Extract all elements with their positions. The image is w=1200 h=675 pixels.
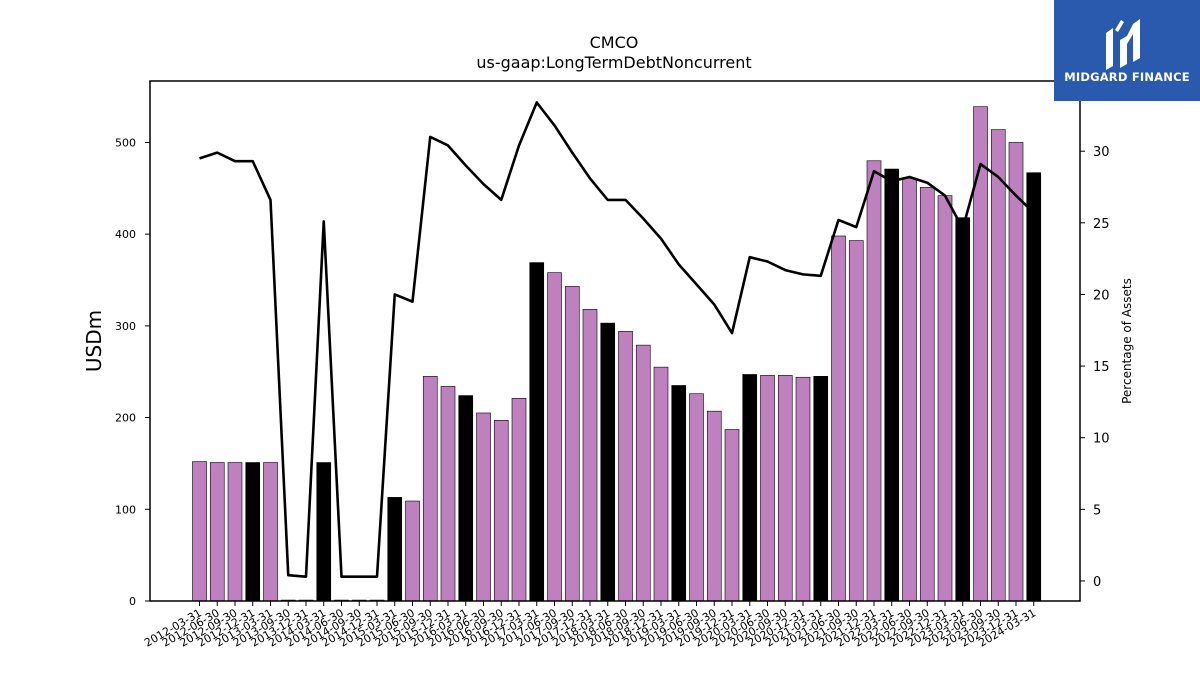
bar-2017-06-30 [564, 286, 580, 602]
bar-2018-03-31 [618, 331, 633, 602]
bar-2012-03-31 [192, 461, 207, 602]
bar-2021-09-30 [866, 160, 882, 602]
bar-2022-03-31 [902, 177, 917, 602]
y-tick-label: 0 [129, 595, 136, 608]
bar-2018-06-30 [635, 344, 651, 602]
bar-2020-03-31 [760, 375, 775, 602]
bar-2012-12-31 [245, 462, 261, 602]
bar-2019-09-30 [724, 429, 740, 602]
brand-name: MIDGARD FINANCE [1064, 70, 1190, 84]
bar-2022-06-30 [919, 187, 935, 602]
bar-2015-09-30 [440, 386, 456, 602]
bar-2017-09-30 [582, 309, 598, 602]
y2-tick-label: 5 [1093, 503, 1101, 518]
y-tick-label: 400 [115, 228, 136, 241]
bar-2020-12-31 [813, 376, 829, 602]
y2-tick-label: 0 [1093, 575, 1101, 590]
bar-2013-03-31 [263, 462, 278, 602]
y2-tick-label: 10 [1093, 432, 1110, 447]
bar-2014-12-31 [387, 497, 403, 602]
left-y-axis: 0 100 200 300 400 500 [115, 136, 150, 608]
bar-2022-12-31 [955, 217, 971, 602]
bar-2015-12-31 [458, 395, 474, 602]
bar-2019-12-31 [742, 374, 758, 602]
bar-2018-09-30 [653, 366, 669, 602]
y-axis-label: USDm [82, 310, 106, 372]
chart-title: CMCO [590, 33, 639, 52]
pct-assets-line [199, 101, 1035, 578]
y2-tick-label: 30 [1093, 145, 1110, 160]
y2-axis-label: Percentage of Assets [1120, 278, 1134, 404]
y2-tick-label: 15 [1093, 360, 1110, 375]
y-tick-label: 500 [115, 136, 136, 149]
y2-tick-label: 20 [1093, 288, 1110, 303]
right-y-axis: 0 5 10 15 20 25 30 [1080, 145, 1110, 590]
bar-2016-12-31 [529, 262, 545, 602]
brand-logo: MIDGARD FINANCE [1054, 0, 1200, 101]
bar-2015-03-31 [405, 500, 420, 602]
bar-2022-09-30 [937, 195, 953, 602]
bar-2021-06-30 [848, 240, 864, 602]
bar-2016-06-30 [493, 420, 509, 602]
bar-2021-03-31 [831, 235, 846, 602]
bar-2020-09-30 [795, 376, 811, 602]
chart-subtitle: us-gaap:LongTermDebtNoncurrent [476, 53, 751, 72]
x-axis: 2012-03-312012-06-302012-09-302012-12-31… [142, 601, 1038, 650]
bar-2018-12-31 [671, 385, 687, 602]
y2-tick-label: 25 [1093, 217, 1110, 232]
bar-2012-06-30 [209, 462, 225, 602]
bar-2023-09-30 [1008, 142, 1024, 602]
y-tick-label: 100 [115, 503, 136, 516]
bar-2012-09-30 [227, 462, 243, 602]
bar-2016-09-30 [511, 398, 527, 602]
bar-2017-03-31 [547, 272, 562, 602]
bar-2021-12-31 [884, 168, 900, 602]
plot-frame [149, 80, 1081, 602]
bar-2016-03-31 [476, 412, 491, 602]
bar-2017-12-31 [600, 322, 616, 602]
bar-2019-06-30 [706, 410, 722, 602]
bar-2023-06-30 [990, 129, 1006, 602]
midgard-logo-icon [1054, 0, 1200, 101]
line-series [199, 101, 1035, 578]
y-tick-label: 200 [115, 412, 136, 425]
bar-2013-12-31 [316, 462, 332, 602]
bar-2019-03-31 [689, 393, 704, 602]
bar-2020-06-30 [777, 375, 793, 602]
y-tick-label: 300 [115, 320, 136, 333]
bar-2023-12-31 [1026, 172, 1042, 602]
bar-series [192, 106, 1042, 602]
bar-2015-06-30 [422, 376, 438, 602]
